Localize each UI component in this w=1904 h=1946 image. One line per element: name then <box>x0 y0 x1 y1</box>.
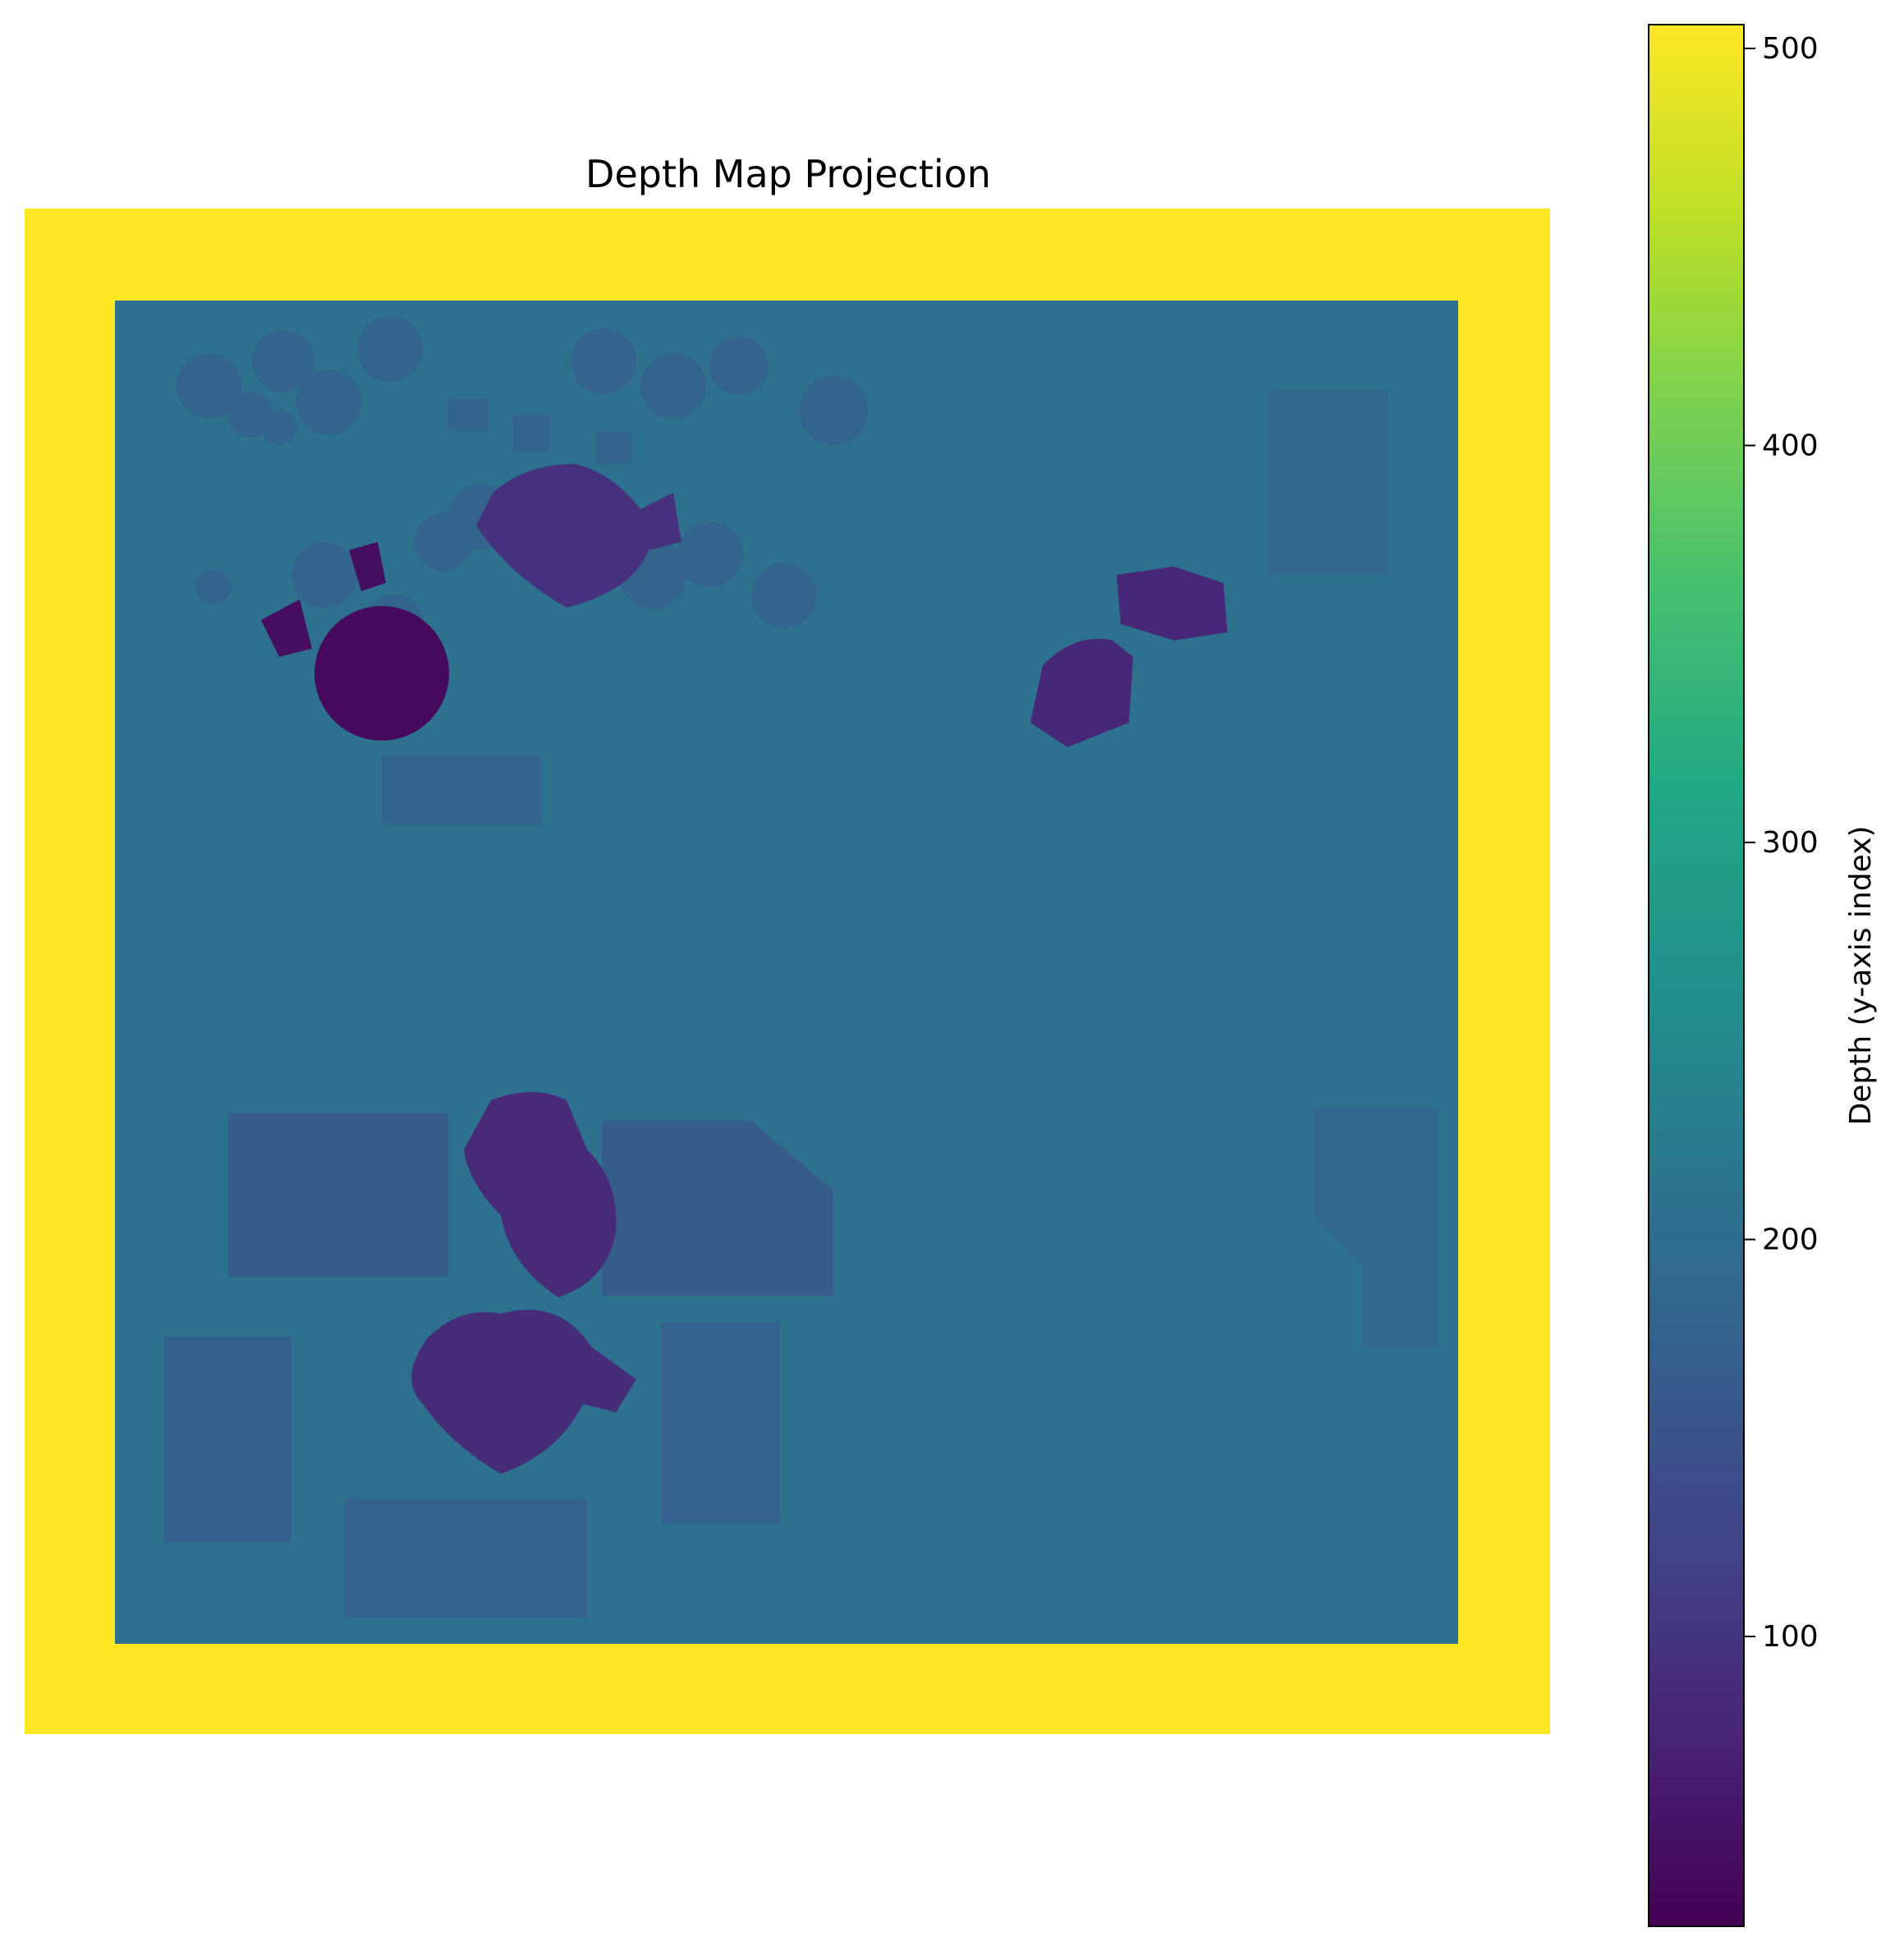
obstacle-right-upper <box>1117 567 1227 640</box>
building-center-bottom <box>228 1113 448 1277</box>
building-right-lower <box>1314 1108 1437 1347</box>
tree-cluster-top <box>195 569 232 605</box>
obstacle-round-bottom <box>411 1310 636 1474</box>
tree-cluster-top <box>595 431 632 464</box>
tree-cluster-top <box>571 328 636 394</box>
tree-cluster-top <box>640 353 706 419</box>
tree-cluster-top <box>296 369 361 435</box>
tree-cluster-top <box>709 336 768 395</box>
building-left-bottom <box>164 1337 291 1542</box>
building-center-bottom-2 <box>661 1322 780 1523</box>
colorbar: 100 200 300 400 500 Depth (y-axis index) <box>1648 24 1878 1927</box>
building-center-bottom <box>602 1121 833 1296</box>
tree-cluster-top <box>447 398 489 431</box>
obstacle-large-top <box>476 464 681 608</box>
colorbar-label: Depth (y-axis index) <box>1844 826 1878 1126</box>
colorbar-tick-label: 400 <box>1762 429 1819 463</box>
obstacle-round-left <box>314 606 449 741</box>
tree-cluster-top <box>414 512 473 571</box>
tree-cluster-top <box>677 521 743 587</box>
colorbar-tick-label: 500 <box>1762 32 1819 66</box>
colorbar-tick-label: 200 <box>1762 1223 1819 1257</box>
obstacle-tall-bottom <box>464 1092 617 1297</box>
building-left-mid <box>382 755 542 825</box>
chart-title: Depth Map Projection <box>585 152 991 196</box>
tree-cluster-top <box>252 330 314 392</box>
obstacle-small-left <box>261 599 312 657</box>
tree-cluster-top <box>513 415 550 452</box>
obstacle-small-left <box>349 542 386 591</box>
floor-region <box>115 301 1458 1644</box>
colorbar-tick-label: 100 <box>1762 1620 1819 1654</box>
obstacle-right-mid <box>1030 639 1133 747</box>
colorbar-gradient <box>1648 24 1745 1927</box>
building-right-upper <box>1269 390 1388 575</box>
tree-cluster-top <box>261 409 297 445</box>
tree-cluster-top <box>799 376 868 445</box>
tree-cluster-top <box>357 316 423 382</box>
building-bottom-row <box>345 1499 587 1618</box>
tree-cluster-top <box>751 562 817 628</box>
tree-cluster-top <box>291 542 357 608</box>
heatmap-plot <box>25 209 1550 1734</box>
colorbar-tick-label: 300 <box>1762 826 1819 860</box>
tree-cluster-top <box>177 353 242 419</box>
